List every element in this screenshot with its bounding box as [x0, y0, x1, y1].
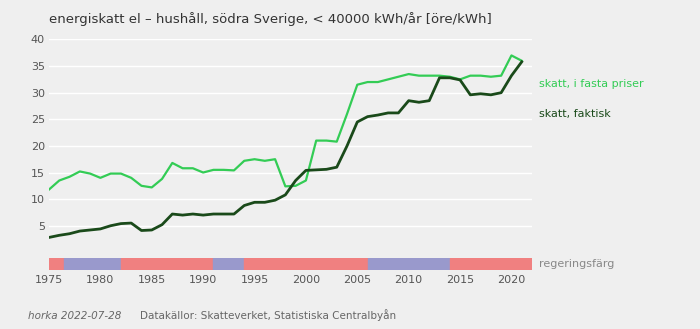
Bar: [214, 258, 244, 270]
Bar: [64, 258, 121, 270]
Text: skatt, faktisk: skatt, faktisk: [539, 109, 610, 118]
Bar: [450, 258, 532, 270]
Bar: [244, 258, 368, 270]
Text: skatt, i fasta priser: skatt, i fasta priser: [539, 79, 643, 89]
Bar: [368, 258, 450, 270]
Text: energiskatt el – hushåll, södra Sverige, < 40000 kWh/år [öre/kWh]: energiskatt el – hushåll, södra Sverige,…: [49, 13, 491, 26]
Text: horka 2022-07-28: horka 2022-07-28: [28, 311, 121, 321]
Bar: [49, 258, 64, 270]
Bar: [121, 258, 214, 270]
Text: Datakällor: Skatteverket, Statistiska Centralbyån: Datakällor: Skatteverket, Statistiska Ce…: [140, 309, 396, 321]
Text: regeringsfärg: regeringsfärg: [539, 259, 615, 269]
